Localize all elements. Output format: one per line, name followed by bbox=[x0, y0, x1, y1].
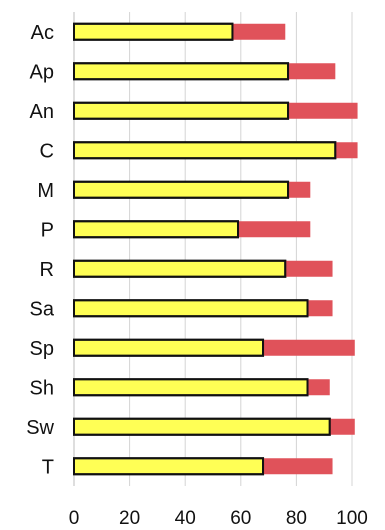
category-label: Ap bbox=[30, 61, 54, 83]
category-label: Sp bbox=[30, 338, 54, 360]
chart-gridlines bbox=[73, 12, 353, 486]
bar-segment-series-1 bbox=[73, 378, 309, 397]
bar-segment-series-2 bbox=[288, 63, 336, 80]
bar-segment-series-1 bbox=[73, 338, 265, 357]
bar-outline bbox=[73, 22, 234, 41]
bar-segment-series-1 bbox=[73, 180, 290, 199]
category-label: R bbox=[40, 259, 54, 281]
bar-outline bbox=[73, 259, 287, 278]
bar-segment-series-2 bbox=[263, 339, 355, 356]
bar-segment-series-1 bbox=[73, 457, 265, 476]
category-label: Sw bbox=[26, 417, 54, 439]
category-label: T bbox=[42, 456, 54, 478]
bar-segment-series-1 bbox=[73, 101, 290, 120]
x-tick-label: 80 bbox=[286, 508, 307, 529]
bar-outline bbox=[73, 417, 331, 436]
bar-segment-series-2 bbox=[285, 260, 333, 277]
x-tick-label: 40 bbox=[175, 508, 196, 529]
bar-outline bbox=[73, 62, 290, 81]
category-label: C bbox=[40, 140, 54, 162]
bar-segment-series-2 bbox=[238, 221, 311, 238]
bar-segment-series-2 bbox=[232, 23, 286, 40]
x-tick-label: 0 bbox=[69, 508, 80, 529]
bar-segment-series-1 bbox=[73, 141, 337, 160]
bar-segment-series-2 bbox=[335, 142, 358, 159]
category-label: M bbox=[37, 180, 54, 202]
bar-segment-series-1 bbox=[73, 22, 234, 41]
bar-outline bbox=[73, 378, 309, 397]
category-label: P bbox=[41, 219, 54, 241]
x-axis-tick-labels: 0 20 40 60 80 100 bbox=[69, 508, 368, 529]
category-label: Ac bbox=[31, 22, 54, 44]
bar-segment-series-2 bbox=[329, 418, 355, 435]
bar-segment-series-2 bbox=[288, 102, 358, 119]
bar-outline bbox=[73, 299, 309, 318]
bar-segment-series-1 bbox=[73, 220, 240, 239]
bar-segment-series-2 bbox=[307, 379, 330, 396]
bar-outline bbox=[73, 101, 290, 120]
bar-outline bbox=[73, 141, 337, 160]
bar-outline bbox=[73, 338, 265, 357]
category-label: Sh bbox=[30, 377, 54, 399]
bar-segment-series-1 bbox=[73, 299, 309, 318]
bar-segment-series-2 bbox=[307, 300, 333, 317]
category-label: An bbox=[30, 101, 54, 123]
bar-segment-series-1 bbox=[73, 62, 290, 81]
bar-series bbox=[73, 22, 358, 476]
x-tick-label: 100 bbox=[336, 508, 368, 529]
bar-outline bbox=[73, 457, 265, 476]
bar-outline bbox=[73, 180, 290, 199]
bar-segment-series-2 bbox=[288, 181, 311, 198]
bar-segment-series-1 bbox=[73, 417, 331, 436]
bar-segment-series-2 bbox=[263, 458, 333, 475]
category-label: Sa bbox=[30, 298, 55, 320]
x-tick-label: 20 bbox=[119, 508, 140, 529]
x-tick-label: 60 bbox=[230, 508, 251, 529]
bar-outline bbox=[73, 220, 240, 239]
bar-segment-series-1 bbox=[73, 259, 287, 278]
